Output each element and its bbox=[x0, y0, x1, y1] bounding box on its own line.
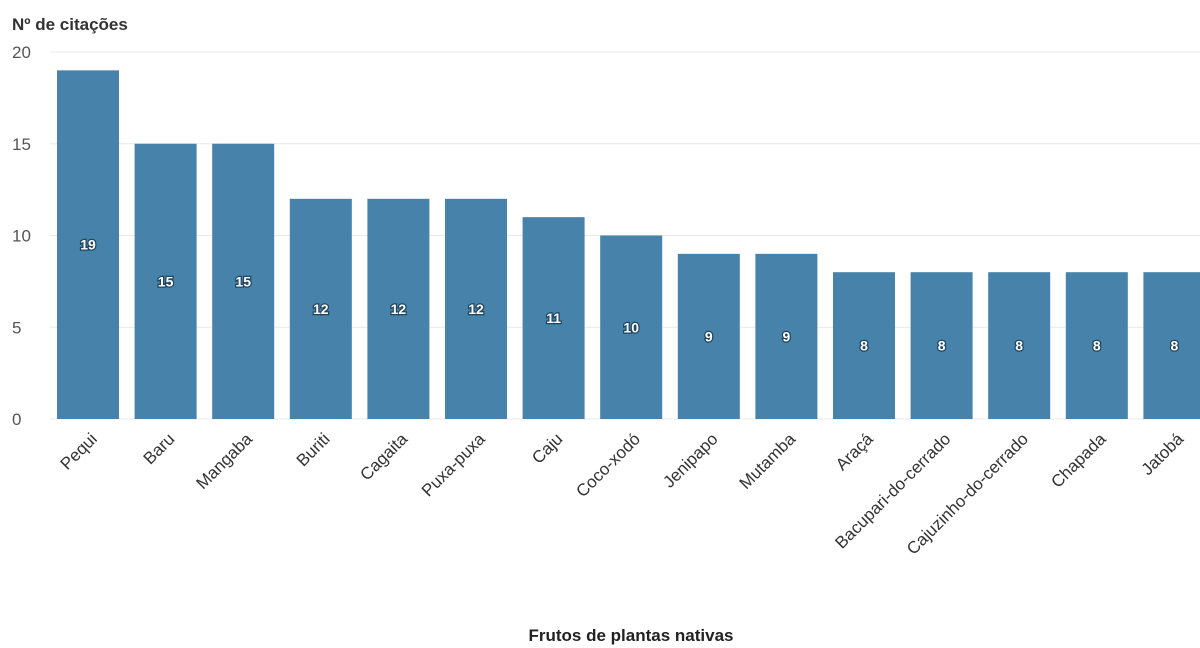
bar-value-label: 8 bbox=[938, 338, 946, 354]
bar-value-label: 15 bbox=[235, 273, 251, 289]
bar-value-label: 8 bbox=[860, 338, 868, 354]
x-axis-ticks: Pequi Baru Mangaba Buriti Cagaita Puxa-puxa Ca… bbox=[57, 429, 1188, 558]
bar-value-label: 12 bbox=[391, 301, 407, 317]
x-tick-label: Buriti bbox=[293, 429, 334, 470]
y-axis-ticks: 0 5 10 15 20 bbox=[12, 43, 31, 429]
bar bbox=[522, 217, 585, 419]
bar-value-label: 8 bbox=[1093, 338, 1101, 354]
bar-value-label: 9 bbox=[783, 328, 791, 344]
y-tick-label: 15 bbox=[12, 135, 31, 154]
x-axis-title: Frutos de plantas nativas bbox=[529, 626, 734, 645]
bar bbox=[57, 70, 119, 419]
bar-value-label: 8 bbox=[1171, 338, 1179, 354]
x-tick-label: Caju bbox=[528, 429, 566, 467]
bar bbox=[677, 253, 740, 419]
bar-value-label: 12 bbox=[313, 301, 329, 317]
bar-value-label: 12 bbox=[468, 301, 484, 317]
bars bbox=[57, 70, 1200, 419]
bar bbox=[367, 198, 430, 419]
y-axis-title: Nº de citações bbox=[12, 15, 128, 34]
y-tick-label: 10 bbox=[12, 227, 31, 246]
data-labels: 19 15 15 12 12 12 11 10 9 9 8 8 8 8 8 bbox=[79, 235, 1180, 354]
bar bbox=[445, 198, 507, 419]
bar-value-label: 10 bbox=[623, 319, 639, 335]
bar bbox=[988, 272, 1051, 419]
x-tick-label: Puxa-puxa bbox=[418, 429, 489, 500]
x-tick-label: Jatobá bbox=[1138, 429, 1188, 479]
bar bbox=[910, 272, 973, 419]
y-tick-label: 20 bbox=[12, 43, 31, 62]
bar-value-label: 9 bbox=[705, 328, 713, 344]
x-tick-label: Baru bbox=[140, 429, 179, 468]
bar-value-label: 8 bbox=[1015, 338, 1023, 354]
x-tick-label: Mutamba bbox=[736, 429, 800, 493]
x-tick-label: Pequi bbox=[57, 429, 101, 473]
bar bbox=[1065, 272, 1128, 419]
x-tick-label: Jenipapo bbox=[659, 429, 721, 491]
bar bbox=[755, 253, 818, 419]
bar bbox=[1143, 272, 1200, 419]
bar-value-label: 11 bbox=[546, 310, 561, 326]
y-tick-label: 5 bbox=[12, 318, 21, 337]
bar bbox=[833, 272, 895, 419]
bar-value-label: 19 bbox=[80, 237, 96, 253]
x-tick-label: Chapada bbox=[1047, 429, 1110, 492]
x-tick-label: Mangaba bbox=[192, 429, 256, 493]
bar bbox=[600, 235, 663, 419]
bar bbox=[134, 143, 197, 419]
y-tick-label: 0 bbox=[12, 410, 21, 429]
x-tick-label: Cagaita bbox=[356, 429, 411, 484]
bar bbox=[212, 143, 275, 419]
x-tick-label: Araçá bbox=[832, 429, 877, 474]
bar bbox=[289, 198, 352, 419]
bar-value-label: 15 bbox=[158, 273, 174, 289]
x-tick-label: Coco-xodó bbox=[572, 429, 644, 501]
